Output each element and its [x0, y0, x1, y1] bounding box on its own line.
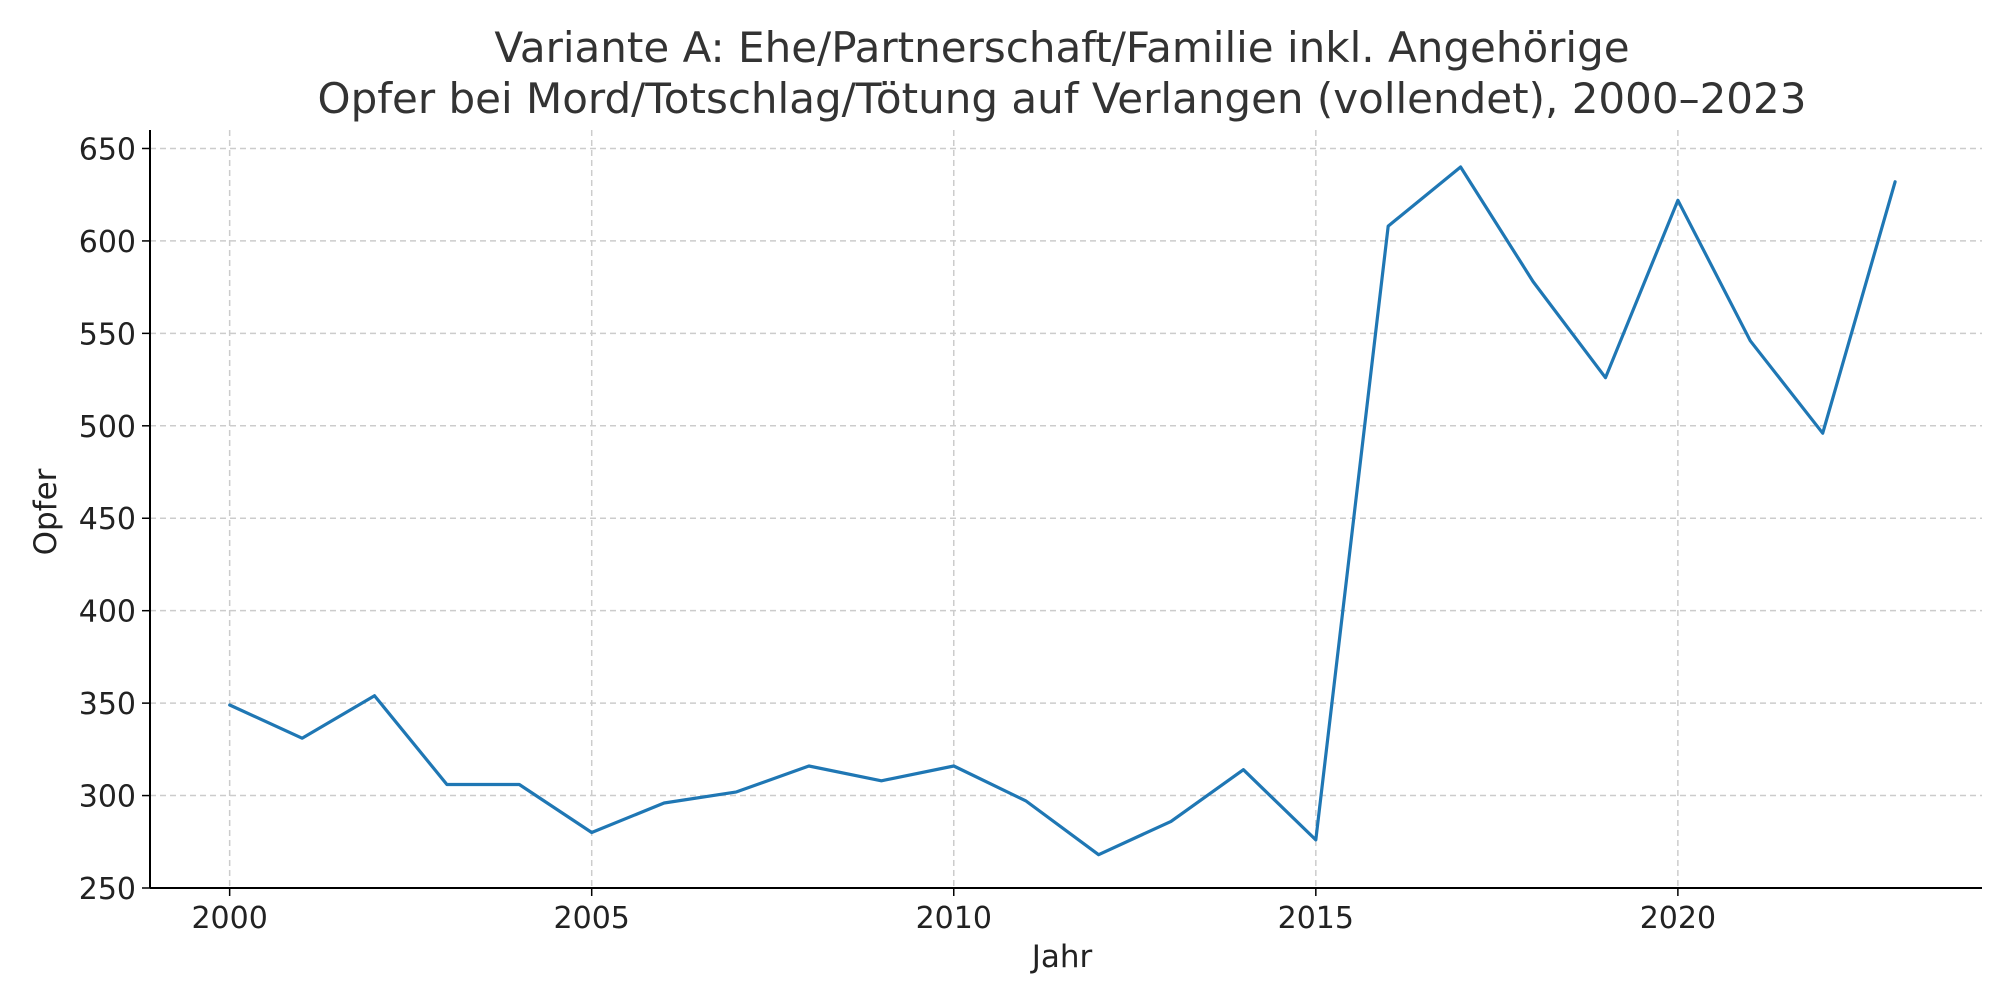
x-axis-label: Jahr [1030, 939, 1093, 975]
x-tick-label-2010: 2010 [916, 901, 992, 936]
series-line-0 [228, 165, 1897, 857]
chart-title-line-2: Opfer bei Mord/Totschlag/Tötung auf Verl… [318, 74, 1807, 123]
y-tick-label-550: 550 [79, 317, 136, 352]
x-tick-label-2000: 2000 [191, 901, 267, 936]
tick-labels: 250 300 350 400 450 500 550 600 650 2000 2005 2010 2… [79, 132, 1716, 936]
y-tick-label-300: 300 [79, 780, 136, 815]
x-tick-label-2020: 2020 [1640, 901, 1716, 936]
y-tick-label-650: 650 [79, 132, 136, 167]
x-tick-label-2005: 2005 [554, 901, 630, 936]
y-tick-label-400: 400 [79, 595, 136, 630]
y-tick-label-600: 600 [79, 225, 136, 260]
y-tick-label-450: 450 [79, 502, 136, 537]
y-tick-label-500: 500 [79, 410, 136, 445]
chart-title-line-1: Variante A: Ehe/Partnerschaft/Familie in… [494, 23, 1629, 72]
axes [142, 130, 1982, 896]
x-tick-label-2015: 2015 [1278, 901, 1354, 936]
y-tick-label-250: 250 [79, 872, 136, 907]
grid [150, 130, 1982, 888]
y-tick-label-350: 350 [79, 687, 136, 722]
series [228, 165, 1897, 857]
y-axis-label: Opfer [28, 468, 64, 555]
